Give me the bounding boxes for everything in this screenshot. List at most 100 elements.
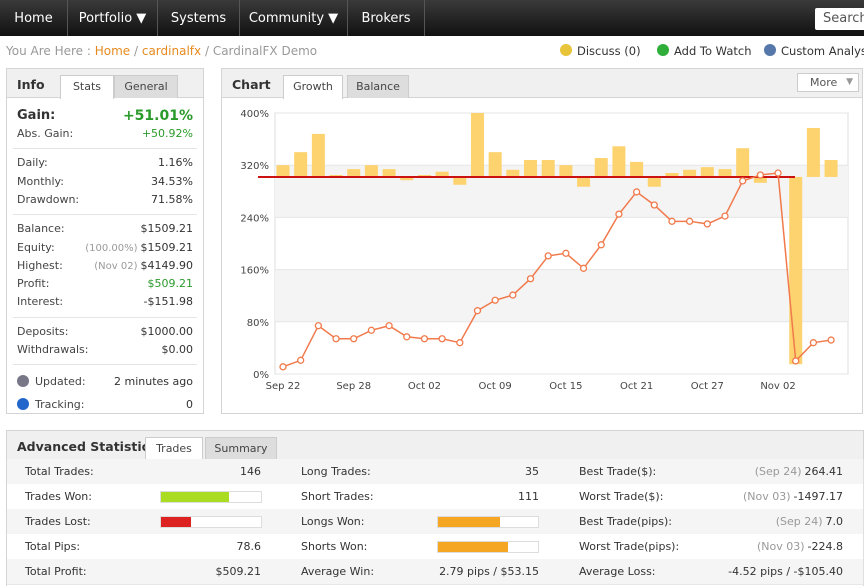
stat-row: Shorts Won: bbox=[283, 534, 562, 560]
stat-value: $1000.00 bbox=[141, 323, 194, 341]
progress-fill bbox=[161, 517, 191, 527]
stat-note: (Nov 03) bbox=[742, 490, 791, 503]
action-link[interactable]: Add To Watch bbox=[674, 44, 752, 58]
stat-label: Shorts Won: bbox=[301, 540, 368, 553]
tab[interactable]: Trades bbox=[145, 437, 203, 461]
stat-row: Daily: 1.16% bbox=[17, 154, 193, 172]
progress-track bbox=[437, 541, 539, 553]
stat-row: Balance: $1509.21 bbox=[17, 220, 193, 238]
stat-label: Total Trades: bbox=[25, 465, 94, 478]
stat-value: (100.00%) $1509.21 bbox=[85, 239, 193, 258]
tab[interactable]: Stats bbox=[60, 75, 114, 99]
action-icon bbox=[560, 44, 572, 56]
stat-value: 35 bbox=[525, 459, 539, 484]
stat-row: Short Trades: 111 bbox=[283, 484, 562, 510]
stat-value: 71.58% bbox=[151, 191, 193, 209]
stat-value: 78.6 bbox=[237, 534, 262, 559]
stat-value: $0.00 bbox=[162, 341, 194, 359]
breadcrumb-link[interactable]: cardinalfx bbox=[141, 44, 202, 58]
stat-row: Trades Won: bbox=[7, 484, 284, 510]
stat-value-text: 2 minutes ago bbox=[114, 375, 193, 389]
stat-value-text: $509.21 bbox=[215, 565, 262, 578]
breadcrumb: You Are Here : Home / cardinalfx / Cardi… bbox=[6, 44, 317, 58]
gain-label: Gain: bbox=[17, 108, 56, 123]
gain-value: +51.01% bbox=[122, 108, 193, 124]
action-link[interactable]: Discuss (0) bbox=[577, 44, 641, 58]
stat-label: Interest: bbox=[17, 295, 64, 309]
panel-title: Advanced Statistics bbox=[17, 439, 157, 454]
stat-row: Interest: -$151.98 bbox=[17, 293, 193, 311]
stat-value: $509.21 bbox=[216, 559, 262, 584]
stat-value: 146 bbox=[240, 459, 261, 484]
nav-item[interactable]: Portfolio ▼ bbox=[68, 0, 158, 36]
stat-value-text: 111 bbox=[518, 490, 539, 503]
stat-row: Best Trade($): (Sep 24) 264.41 bbox=[561, 459, 864, 485]
stat-row: Best Trade(pips): (Sep 24) 7.0 bbox=[561, 509, 864, 535]
stat-note: (Sep 24) bbox=[754, 465, 802, 478]
panel-title: Info bbox=[17, 77, 45, 92]
panel-header: Advanced Statistics bbox=[7, 431, 863, 460]
progress-track bbox=[160, 516, 262, 528]
tab[interactable]: Summary bbox=[205, 437, 277, 460]
stat-row: Drawdown: 71.58% bbox=[17, 191, 193, 209]
tab[interactable]: General bbox=[114, 75, 178, 98]
stat-label: Monthly: bbox=[17, 174, 64, 188]
stat-value-text: -4.52 pips / -$105.40 bbox=[728, 565, 843, 578]
more-button[interactable]: More ▼ bbox=[797, 73, 859, 92]
stat-row: Profit: $509.21 bbox=[17, 275, 193, 293]
stat-note: (Sep 24) bbox=[775, 515, 823, 528]
stat-value: (Nov 02) $4149.90 bbox=[94, 257, 193, 276]
tab[interactable]: Growth bbox=[283, 75, 343, 99]
more-label: More bbox=[810, 76, 838, 89]
nav-item[interactable]: Community ▼ bbox=[240, 0, 348, 36]
stat-value: -$151.98 bbox=[144, 293, 193, 311]
stat-row: Worst Trade($): (Nov 03) -1497.17 bbox=[561, 484, 864, 510]
stat-value-text: $1000.00 bbox=[140, 324, 194, 338]
stat-value: (Sep 24) 264.41 bbox=[755, 459, 843, 484]
nav-item[interactable]: Brokers bbox=[348, 0, 425, 36]
stat-value: 2 minutes ago bbox=[114, 370, 193, 393]
stat-label: Average Loss: bbox=[579, 565, 656, 578]
panel-title: Chart bbox=[232, 77, 271, 92]
action-icon bbox=[764, 44, 776, 56]
nav-bar bbox=[0, 0, 864, 36]
progress-track bbox=[437, 516, 539, 528]
nav-item[interactable]: Home bbox=[0, 0, 68, 36]
stat-value-text: +50.92% bbox=[141, 127, 193, 140]
stat-value-text: 264.41 bbox=[804, 465, 844, 478]
stat-row: Worst Trade(pips): (Nov 03) -224.8 bbox=[561, 534, 864, 560]
stat-note: (100.00%) bbox=[85, 242, 138, 254]
breadcrumb-sep: / bbox=[133, 44, 139, 58]
stat-label: Deposits: bbox=[17, 324, 69, 338]
search-box[interactable]: Search bbox=[815, 8, 864, 30]
nav-item[interactable]: Systems bbox=[158, 0, 240, 36]
stat-row: Highest: (Nov 02) $4149.90 bbox=[17, 257, 193, 275]
breadcrumb-link[interactable]: Home bbox=[94, 44, 131, 58]
stat-label: Trades Lost: bbox=[25, 515, 91, 528]
stat-value: (Nov 03) -1497.17 bbox=[743, 484, 843, 509]
stat-label: Best Trade(pips): bbox=[579, 515, 673, 528]
stat-value: 34.53% bbox=[151, 173, 193, 191]
breadcrumb-current: CardinalFX Demo bbox=[212, 44, 318, 58]
stat-row: Total Profit: $509.21 bbox=[7, 559, 284, 585]
stat-value-text: 0 bbox=[186, 398, 193, 412]
stat-label: Short Trades: bbox=[301, 490, 374, 503]
stat-value-text: 71.58% bbox=[151, 192, 193, 206]
stat-row: Average Loss: -4.52 pips / -$105.40 bbox=[561, 559, 864, 585]
action-icon bbox=[657, 44, 669, 56]
icon bbox=[17, 398, 29, 411]
stat-row: Abs. Gain: +50.92% bbox=[17, 125, 193, 143]
stat-value-text: $0.00 bbox=[161, 343, 194, 356]
stat-label: Updated: bbox=[35, 375, 86, 389]
breadcrumb-prefix: You Are Here : bbox=[6, 44, 91, 58]
stat-value: (Nov 03) -224.8 bbox=[757, 534, 843, 559]
stat-value: -4.52 pips / -$105.40 bbox=[728, 559, 843, 584]
tab[interactable]: Balance bbox=[347, 75, 409, 98]
stat-value-text: -$151.98 bbox=[143, 295, 193, 309]
stat-label: Average Win: bbox=[301, 565, 375, 578]
stat-label: Profit: bbox=[17, 277, 50, 291]
chart-panel: Chart More ▼ Growth Balance bbox=[221, 68, 863, 414]
action-link[interactable]: Custom Analysis bbox=[781, 44, 864, 58]
stat-row: Average Win: 2.79 pips / $53.15 bbox=[283, 559, 562, 585]
